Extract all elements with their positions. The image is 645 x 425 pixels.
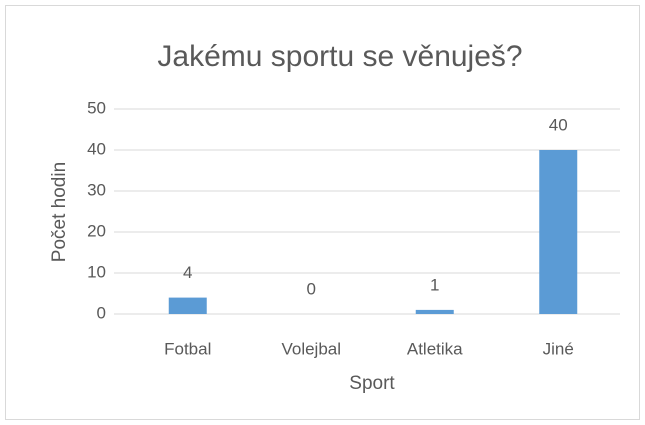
bar bbox=[168, 297, 207, 314]
data-label: 1 bbox=[430, 275, 439, 294]
x-axis-label: Sport bbox=[349, 373, 395, 394]
data-label: 4 bbox=[183, 263, 192, 282]
y-tick-label: 50 bbox=[87, 98, 106, 117]
chart-title: Jakému sportu se věnuješ? bbox=[157, 40, 522, 73]
y-tick-label: 0 bbox=[97, 303, 106, 322]
x-tick-label: Atletika bbox=[407, 339, 463, 358]
x-tick-label: Volejbal bbox=[281, 339, 341, 358]
data-label: 0 bbox=[307, 279, 316, 298]
bar bbox=[415, 309, 454, 314]
y-tick-label: 40 bbox=[87, 139, 106, 158]
y-tick-label: 20 bbox=[87, 221, 106, 240]
chart-border bbox=[5, 5, 640, 420]
x-tick-label: Jiné bbox=[543, 339, 574, 358]
x-tick-label: Fotbal bbox=[164, 339, 211, 358]
data-label: 40 bbox=[549, 115, 568, 134]
y-axis-label: Počet hodin bbox=[49, 162, 70, 262]
y-tick-label: 30 bbox=[87, 180, 106, 199]
y-tick-label: 10 bbox=[87, 262, 106, 281]
bar bbox=[539, 150, 578, 314]
